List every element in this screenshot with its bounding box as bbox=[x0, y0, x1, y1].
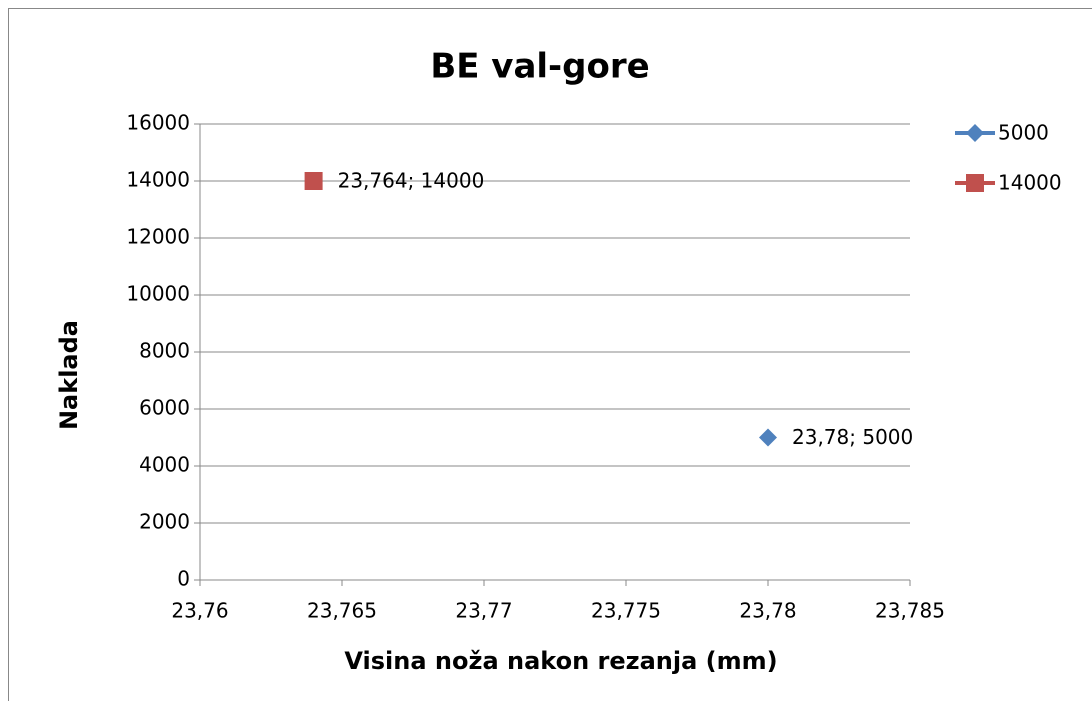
data-label: 23,78; 5000 bbox=[792, 425, 913, 449]
y-tick-label: 8000 bbox=[139, 339, 190, 363]
x-tick-label: 23,765 bbox=[307, 599, 377, 623]
legend-marker bbox=[966, 174, 984, 192]
data-label: 23,764; 14000 bbox=[338, 169, 485, 193]
x-axis-label: Visina noža nakon rezanja (mm) bbox=[344, 647, 777, 675]
x-tick-label: 23,76 bbox=[171, 599, 228, 623]
point bbox=[304, 172, 323, 190]
x-tick-label: 23,77 bbox=[455, 599, 512, 623]
y-axis-label: Naklada bbox=[55, 320, 83, 430]
y-tick-label: 4000 bbox=[139, 453, 190, 477]
y-tick-label: 16000 bbox=[126, 111, 190, 135]
y-tick-label: 0 bbox=[177, 567, 190, 591]
x-tick-label: 23,785 bbox=[875, 599, 945, 623]
y-tick-label: 12000 bbox=[126, 225, 190, 249]
legend-label: 5000 bbox=[998, 121, 1049, 145]
y-tick-label: 10000 bbox=[126, 282, 190, 306]
y-tick-label: 14000 bbox=[126, 168, 190, 192]
x-tick-label: 23,775 bbox=[591, 599, 661, 623]
legend-marker bbox=[966, 124, 984, 142]
y-tick-label: 6000 bbox=[139, 396, 190, 420]
x-tick-label: 23,78 bbox=[739, 599, 796, 623]
chart-title: BE val-gore bbox=[430, 47, 649, 87]
legend-label: 14000 bbox=[998, 171, 1062, 195]
y-tick-label: 2000 bbox=[139, 510, 190, 534]
point bbox=[759, 428, 777, 447]
